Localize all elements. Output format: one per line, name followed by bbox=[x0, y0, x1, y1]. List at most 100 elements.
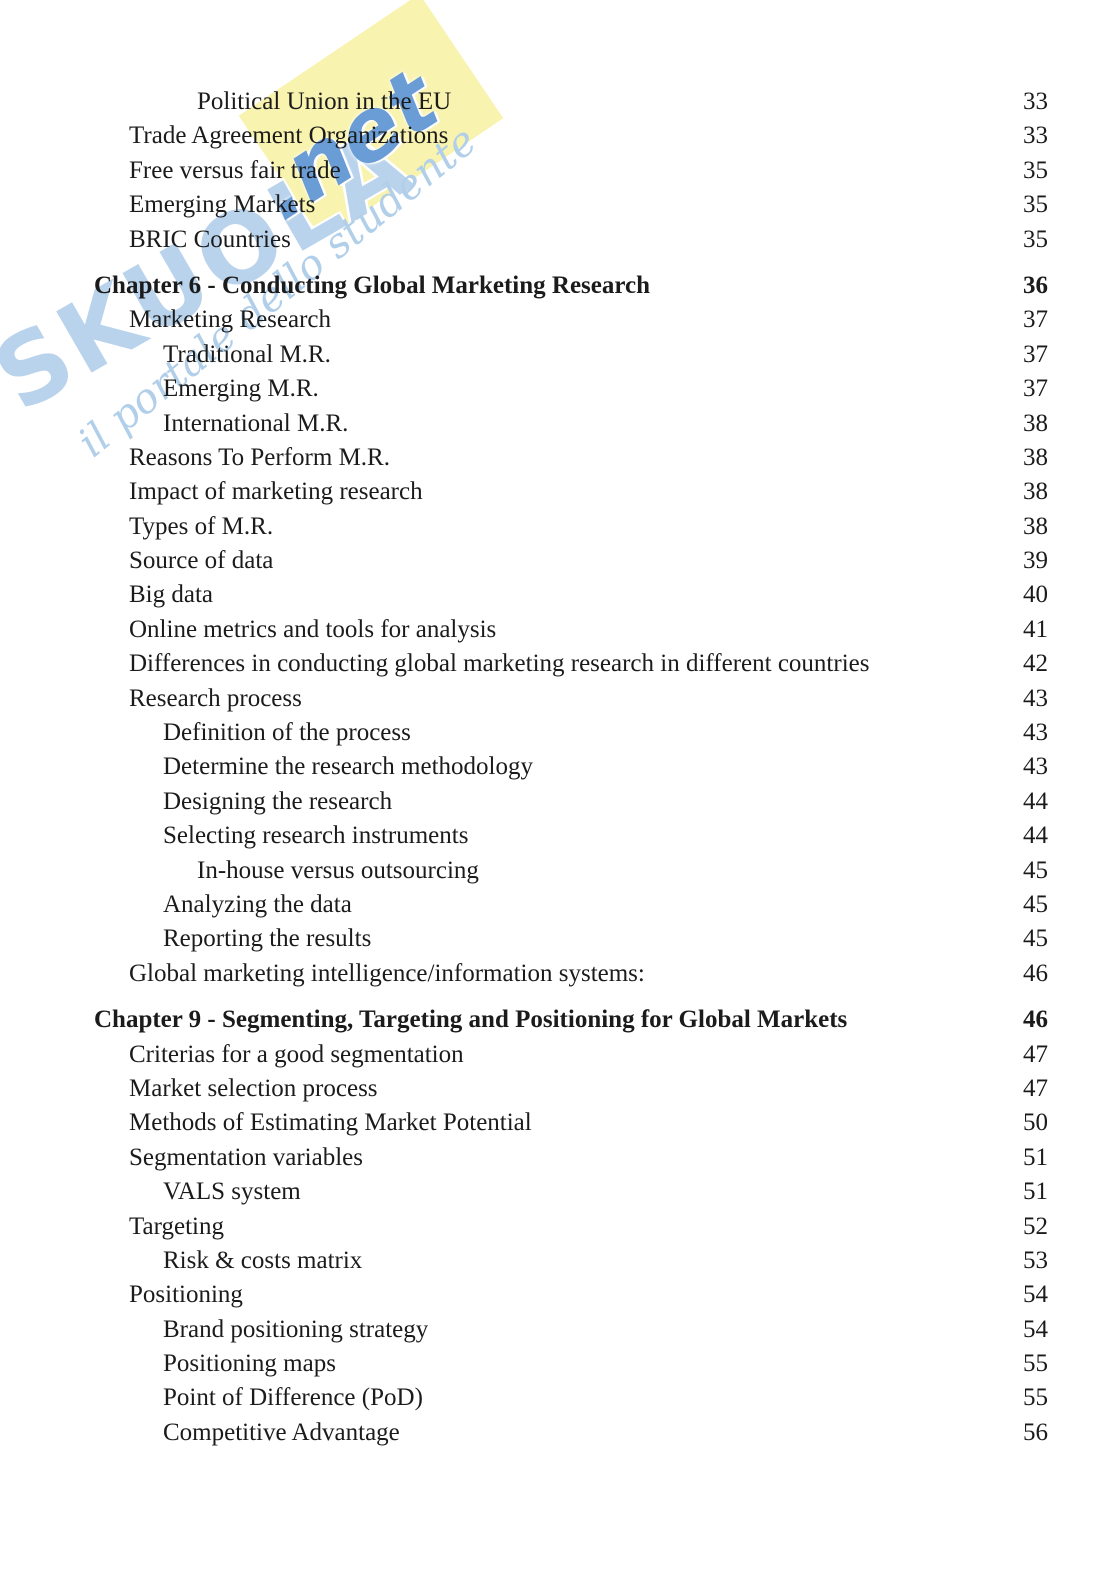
toc-entry-page-number: 43 bbox=[1023, 684, 1048, 712]
toc-row: Positioning maps 55 bbox=[94, 1347, 1048, 1381]
toc-entry-label: Competitive Advantage bbox=[163, 1418, 400, 1446]
toc-entry-label: Methods of Estimating Market Potential bbox=[129, 1109, 532, 1137]
toc-entry-label: Chapter 6 - Conducting Global Marketing … bbox=[94, 271, 651, 299]
toc-row: Risk & costs matrix 53 bbox=[94, 1244, 1048, 1278]
toc-row: Segmentation variables 51 bbox=[94, 1141, 1048, 1175]
toc-entry-label: Emerging Markets bbox=[129, 191, 316, 219]
toc-row: Determine the research methodology 43 bbox=[94, 750, 1048, 784]
toc-entry-page-number: 35 bbox=[1023, 191, 1048, 219]
toc-entry-label: Research process bbox=[129, 684, 302, 712]
toc-entry-label: Marketing Research bbox=[129, 306, 332, 334]
toc-row: Traditional M.R. 37 bbox=[94, 338, 1048, 372]
toc-entry-label: Political Union in the EU bbox=[197, 88, 452, 115]
toc-entry-page-number: 38 bbox=[1023, 443, 1048, 471]
toc-chapter-row: Chapter 6 - Conducting Global Marketing … bbox=[94, 269, 1048, 303]
toc-entry-page-number: 51 bbox=[1023, 1178, 1048, 1206]
toc-entry-page-number: 55 bbox=[1023, 1384, 1048, 1412]
toc-entry-page-number: 40 bbox=[1023, 581, 1048, 609]
toc-row: Differences in conducting global marketi… bbox=[94, 647, 1048, 681]
toc-entry-label: In-house versus outsourcing bbox=[197, 856, 479, 884]
toc-entry-label: Source of data bbox=[129, 547, 274, 575]
toc-row: Methods of Estimating Market Potential 50 bbox=[94, 1106, 1048, 1140]
toc-entry-label: Criterias for a good segmentation bbox=[129, 1040, 464, 1068]
toc-entry-page-number: 37 bbox=[1023, 306, 1048, 334]
toc-row: Reasons To Perform M.R. 38 bbox=[94, 441, 1048, 475]
toc-row: Analyzing the data 45 bbox=[94, 888, 1048, 922]
toc-entry-page-number: 35 bbox=[1023, 225, 1048, 253]
toc-entry-page-number: 44 bbox=[1023, 822, 1048, 850]
toc-entry-page-number: 53 bbox=[1023, 1246, 1048, 1274]
toc-entry-label: Risk & costs matrix bbox=[163, 1246, 363, 1274]
toc-row: Emerging Markets 35 bbox=[94, 188, 1048, 222]
toc-entry-page-number: 43 bbox=[1023, 719, 1048, 747]
toc-row: Targeting 52 bbox=[94, 1210, 1048, 1244]
toc-entry-label: Determine the research methodology bbox=[163, 753, 533, 781]
toc-entry-page-number: 56 bbox=[1023, 1418, 1048, 1446]
toc-entry-label: Definition of the process bbox=[163, 719, 411, 747]
toc-entry-label: Analyzing the data bbox=[163, 890, 352, 918]
toc-row: Designing the research 44 bbox=[94, 785, 1048, 819]
toc-entry-page-number: 36 bbox=[1023, 271, 1048, 299]
toc-row: Point of Difference (PoD) 55 bbox=[94, 1381, 1048, 1415]
toc-entry-label: Selecting research instruments bbox=[163, 822, 469, 850]
toc-row: Definition of the process 43 bbox=[94, 716, 1048, 750]
toc-row: Selecting research instruments 44 bbox=[94, 819, 1048, 853]
toc-entry-page-number: 37 bbox=[1023, 340, 1048, 368]
toc-entry-page-number: 45 bbox=[1023, 890, 1048, 918]
toc-entry-page-number: 38 bbox=[1023, 512, 1048, 540]
toc-row: Types of M.R. 38 bbox=[94, 510, 1048, 544]
toc-entry-page-number: 42 bbox=[1023, 650, 1048, 678]
toc-row: BRIC Countries 35 bbox=[94, 223, 1048, 257]
toc-entry-page-number: 39 bbox=[1023, 547, 1048, 575]
toc-entry-label: Big data bbox=[129, 581, 214, 609]
toc-entry-page-number: 55 bbox=[1023, 1350, 1048, 1378]
toc-entry-label: Positioning bbox=[129, 1281, 243, 1309]
toc-entry-page-number: 51 bbox=[1023, 1143, 1048, 1171]
toc-row: Online metrics and tools for analysis 41 bbox=[94, 613, 1048, 647]
toc-row: Emerging M.R. 37 bbox=[94, 372, 1048, 406]
toc-entry-page-number: 38 bbox=[1023, 478, 1048, 506]
toc-row: Positioning 54 bbox=[94, 1278, 1048, 1312]
toc-entry-label: Emerging M.R. bbox=[163, 375, 319, 403]
toc-entry-page-number: 33 bbox=[1023, 122, 1048, 150]
toc-entry-page-number: 52 bbox=[1023, 1212, 1048, 1240]
toc-row: Brand positioning strategy 54 bbox=[94, 1313, 1048, 1347]
toc-entry-page-number: 54 bbox=[1023, 1281, 1048, 1309]
toc-row: Market selection process 47 bbox=[94, 1072, 1048, 1106]
toc-entry-page-number: 44 bbox=[1023, 787, 1048, 815]
toc-entry-label: Types of M.R. bbox=[129, 512, 274, 540]
table-of-contents: Political Union in the EU 33 Trade Agreeme… bbox=[94, 85, 1048, 1450]
toc-row: Competitive Advantage 56 bbox=[94, 1416, 1048, 1450]
toc-entry-label: Impact of marketing research bbox=[129, 478, 423, 506]
toc-entry-label: Reasons To Perform M.R. bbox=[129, 443, 390, 471]
toc-row: Free versus fair trade 35 bbox=[94, 154, 1048, 188]
toc-chapter-row: Chapter 9 - Segmenting, Targeting and Po… bbox=[94, 1003, 1048, 1037]
toc-entry-label: Market selection process bbox=[129, 1074, 378, 1102]
toc-entry-label: Chapter 9 - Segmenting, Targeting and Po… bbox=[94, 1006, 848, 1034]
toc-entry-label: Positioning maps bbox=[163, 1350, 336, 1378]
toc-entry-label: Global marketing intelligence/informatio… bbox=[129, 959, 645, 987]
toc-row: International M.R. 38 bbox=[94, 407, 1048, 441]
toc-entry-page-number: 33 bbox=[1023, 88, 1048, 115]
toc-entry-label: Segmentation variables bbox=[129, 1143, 363, 1171]
toc-row: Impact of marketing research 38 bbox=[94, 475, 1048, 509]
toc-entry-label: International M.R. bbox=[163, 409, 349, 437]
toc-entry-page-number: 47 bbox=[1023, 1040, 1048, 1068]
toc-entry-label: Targeting bbox=[129, 1212, 224, 1240]
toc-entry-label: Free versus fair trade bbox=[129, 156, 341, 184]
toc-entry-page-number: 46 bbox=[1023, 959, 1048, 987]
toc-row: Big data 40 bbox=[94, 578, 1048, 612]
toc-row: Trade Agreement Organizations 33 bbox=[94, 119, 1048, 153]
toc-entry-page-number: 54 bbox=[1023, 1315, 1048, 1343]
toc-row: Research process 43 bbox=[94, 682, 1048, 716]
toc-entry-label: Designing the research bbox=[163, 787, 393, 815]
toc-row: Criterias for a good segmentation 47 bbox=[94, 1038, 1048, 1072]
toc-entry-page-number: 45 bbox=[1023, 856, 1048, 884]
toc-entry-label: Point of Difference (PoD) bbox=[163, 1384, 423, 1412]
toc-entry-label: Reporting the results bbox=[163, 925, 372, 953]
toc-entry-label: Online metrics and tools for analysis bbox=[129, 615, 497, 643]
toc-entry-page-number: 41 bbox=[1023, 615, 1048, 643]
toc-row: Reporting the results 45 bbox=[94, 922, 1048, 956]
toc-entry-page-number: 43 bbox=[1023, 753, 1048, 781]
